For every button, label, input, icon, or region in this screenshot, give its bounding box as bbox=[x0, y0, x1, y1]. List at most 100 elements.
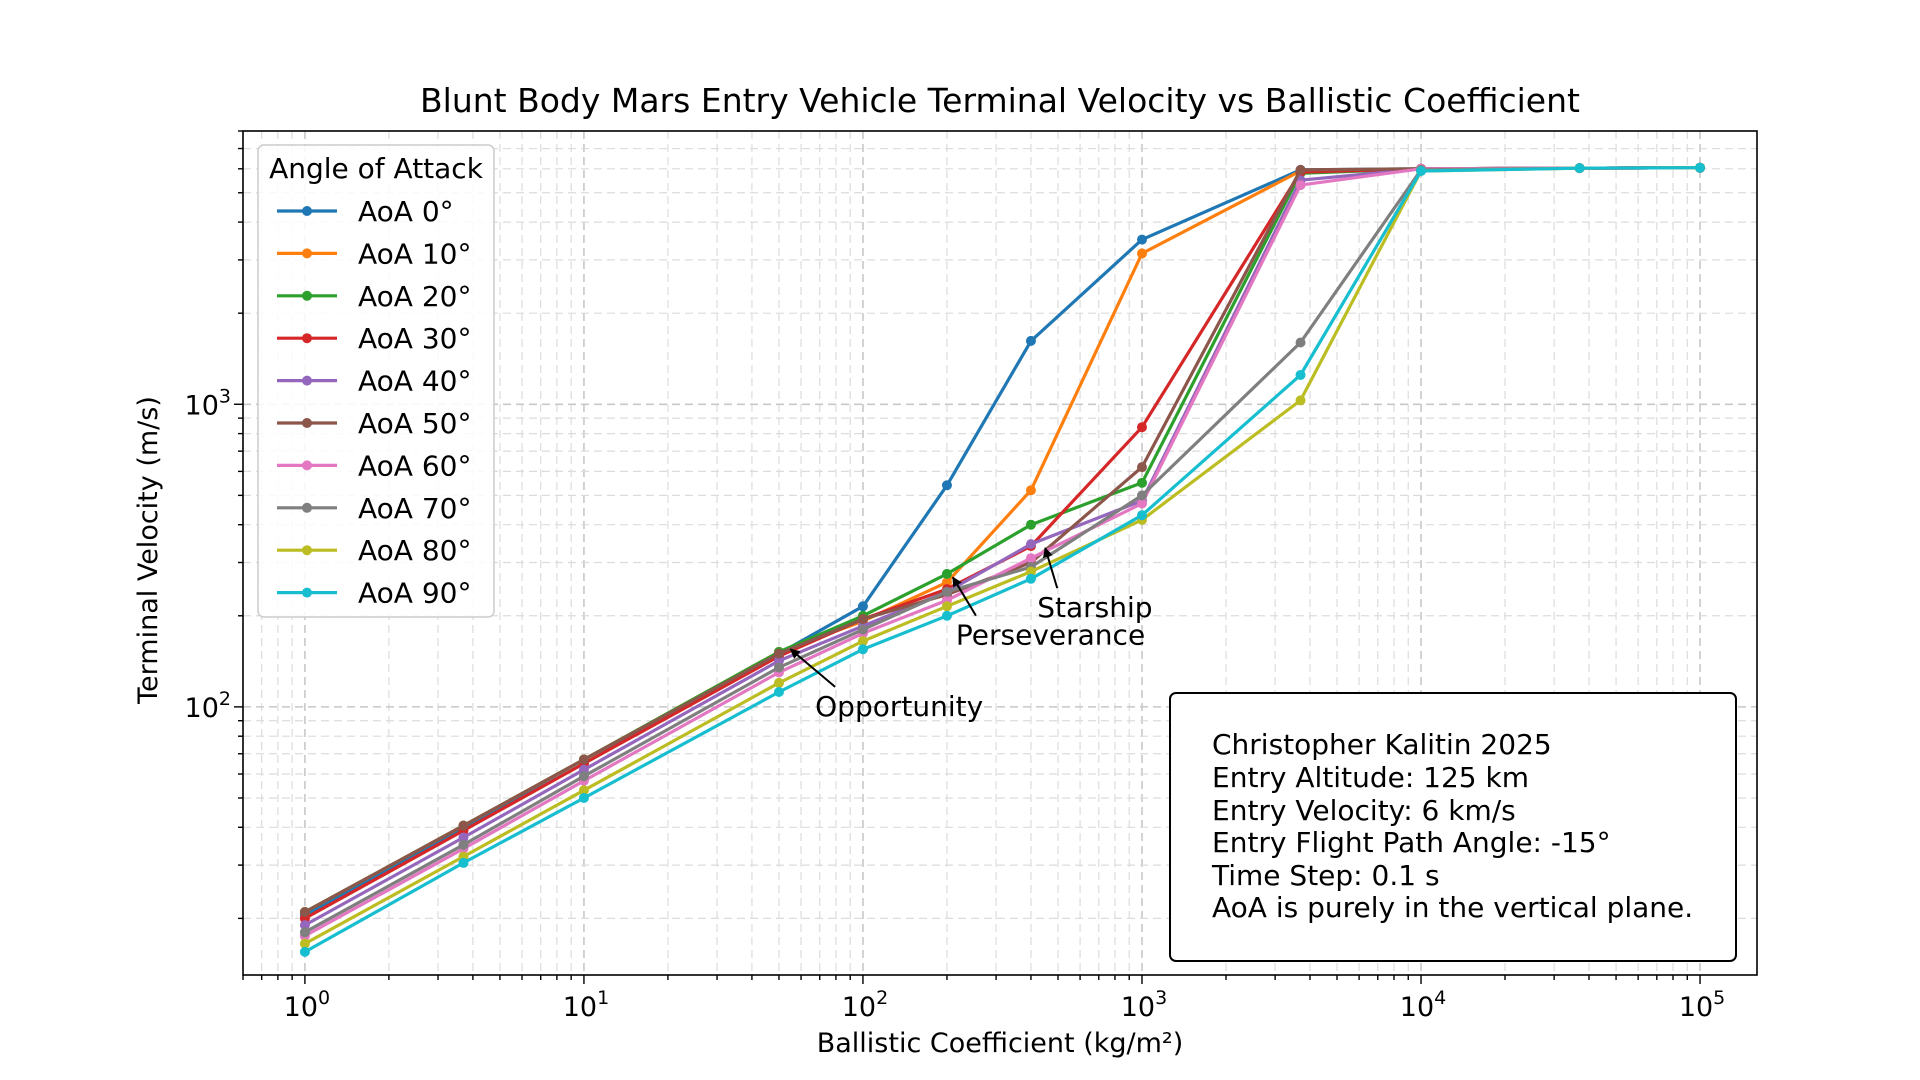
info-box: Christopher Kalitin 2025 Entry Altitude:… bbox=[1169, 692, 1737, 962]
data-point bbox=[857, 644, 868, 655]
data-point bbox=[1136, 498, 1147, 509]
data-point bbox=[1695, 162, 1706, 173]
legend-item: AoA 70° bbox=[277, 492, 471, 525]
data-point bbox=[1416, 166, 1427, 177]
x-tick-label: 100 bbox=[284, 987, 330, 1023]
data-point bbox=[1136, 422, 1147, 433]
legend-swatch-marker bbox=[302, 290, 312, 301]
legend-item: AoA 10° bbox=[277, 237, 471, 270]
legend-swatch-marker bbox=[302, 375, 312, 386]
legend-item: AoA 50° bbox=[277, 407, 471, 440]
data-point bbox=[1136, 510, 1147, 521]
legend-item: AoA 90° bbox=[277, 577, 471, 610]
legend-item: AoA 30° bbox=[277, 322, 471, 355]
data-point bbox=[578, 771, 589, 782]
data-point bbox=[578, 754, 589, 765]
legend-swatch-marker bbox=[302, 333, 312, 344]
ticks: 100 101 102 103 104 105 102 103 bbox=[185, 130, 1725, 1023]
data-point bbox=[1136, 234, 1147, 245]
data-point bbox=[458, 857, 469, 868]
data-point bbox=[458, 832, 469, 843]
data-point bbox=[773, 662, 784, 673]
legend-swatch-marker bbox=[302, 502, 312, 513]
data-point bbox=[1574, 163, 1585, 174]
data-point bbox=[1295, 164, 1306, 175]
data-point bbox=[1025, 539, 1036, 550]
legend-label: AoA 90° bbox=[358, 577, 471, 610]
data-point bbox=[1295, 337, 1306, 348]
data-point bbox=[857, 624, 868, 635]
x-tick-label: 105 bbox=[1679, 987, 1725, 1023]
data-point bbox=[941, 586, 952, 597]
legend-swatch-marker bbox=[302, 418, 312, 428]
legend-items: AoA 0° AoA 10° AoA 20° AoA 30° AoA 40° AoA 50… bbox=[277, 195, 471, 610]
data-point bbox=[299, 927, 310, 938]
chart-title: Blunt Body Mars Entry Vehicle Terminal V… bbox=[420, 81, 1580, 120]
legend: Angle of Attack AoA 0°AoA 10°AoA 20°AoA … bbox=[257, 144, 495, 618]
info-line: Entry Altitude: 125 km bbox=[1212, 761, 1529, 794]
data-point bbox=[1025, 566, 1036, 577]
annotation-label: Starship bbox=[1037, 591, 1152, 624]
data-point bbox=[857, 636, 868, 647]
info-line: Christopher Kalitin 2025 bbox=[1212, 728, 1552, 761]
data-point bbox=[1136, 248, 1147, 259]
info-box-frame bbox=[1169, 692, 1737, 962]
x-tick-label: 104 bbox=[1400, 987, 1446, 1023]
info-line: Time Step: 0.1 s bbox=[1211, 859, 1440, 892]
data-point bbox=[773, 686, 784, 697]
legend-item: AoA 80° bbox=[277, 534, 471, 567]
y-tick-label: 103 bbox=[185, 385, 231, 421]
x-tick-label: 103 bbox=[1121, 987, 1167, 1023]
data-point bbox=[1025, 335, 1036, 346]
data-point bbox=[773, 677, 784, 688]
data-point bbox=[857, 614, 868, 625]
legend-label: AoA 80° bbox=[358, 534, 471, 567]
data-point bbox=[857, 601, 868, 612]
data-point bbox=[1025, 485, 1036, 496]
data-point bbox=[458, 820, 469, 831]
data-point bbox=[299, 920, 310, 931]
legend-label: AoA 0° bbox=[358, 195, 454, 228]
data-point bbox=[941, 568, 952, 579]
data-point bbox=[299, 938, 310, 949]
legend-label: AoA 30° bbox=[358, 322, 471, 355]
legend-swatch-marker bbox=[302, 206, 312, 216]
info-line: Entry Velocity: 6 km/s bbox=[1212, 794, 1516, 827]
series-line bbox=[304, 166, 1701, 954]
legend-box bbox=[257, 144, 495, 618]
annotation-label: Perseverance bbox=[956, 619, 1145, 652]
series-layer bbox=[299, 162, 1706, 957]
data-point bbox=[773, 648, 784, 659]
data-point bbox=[1295, 395, 1306, 406]
annotation-arrow bbox=[1043, 547, 1059, 589]
data-point bbox=[1136, 462, 1147, 473]
legend-swatch-marker bbox=[302, 248, 312, 259]
series bbox=[299, 162, 1706, 957]
legend-item: AoA 20° bbox=[277, 280, 471, 313]
data-point bbox=[1025, 553, 1036, 564]
y-axis-label: Terminal Velocity (m/s) bbox=[133, 396, 164, 705]
data-point bbox=[941, 480, 952, 491]
legend-label: AoA 20° bbox=[358, 280, 471, 313]
x-tick-label: 102 bbox=[842, 987, 888, 1023]
annotation-label: Opportunity bbox=[815, 690, 983, 723]
data-point bbox=[1136, 477, 1147, 488]
legend-label: AoA 40° bbox=[358, 365, 471, 398]
data-point bbox=[458, 839, 469, 850]
annotation-arrow bbox=[952, 576, 977, 617]
legend-title: Angle of Attack bbox=[269, 152, 484, 185]
data-point bbox=[941, 601, 952, 612]
data-point bbox=[1025, 573, 1036, 584]
data-point bbox=[1025, 519, 1036, 530]
data-point bbox=[941, 610, 952, 621]
data-point bbox=[578, 792, 589, 803]
legend-item: AoA 40° bbox=[277, 365, 471, 398]
data-point bbox=[299, 946, 310, 957]
legend-label: AoA 10° bbox=[358, 237, 471, 270]
legend-swatch-marker bbox=[302, 545, 312, 556]
legend-label: AoA 50° bbox=[358, 407, 471, 440]
legend-label: AoA 70° bbox=[358, 492, 471, 525]
y-tick-label: 102 bbox=[185, 688, 231, 724]
